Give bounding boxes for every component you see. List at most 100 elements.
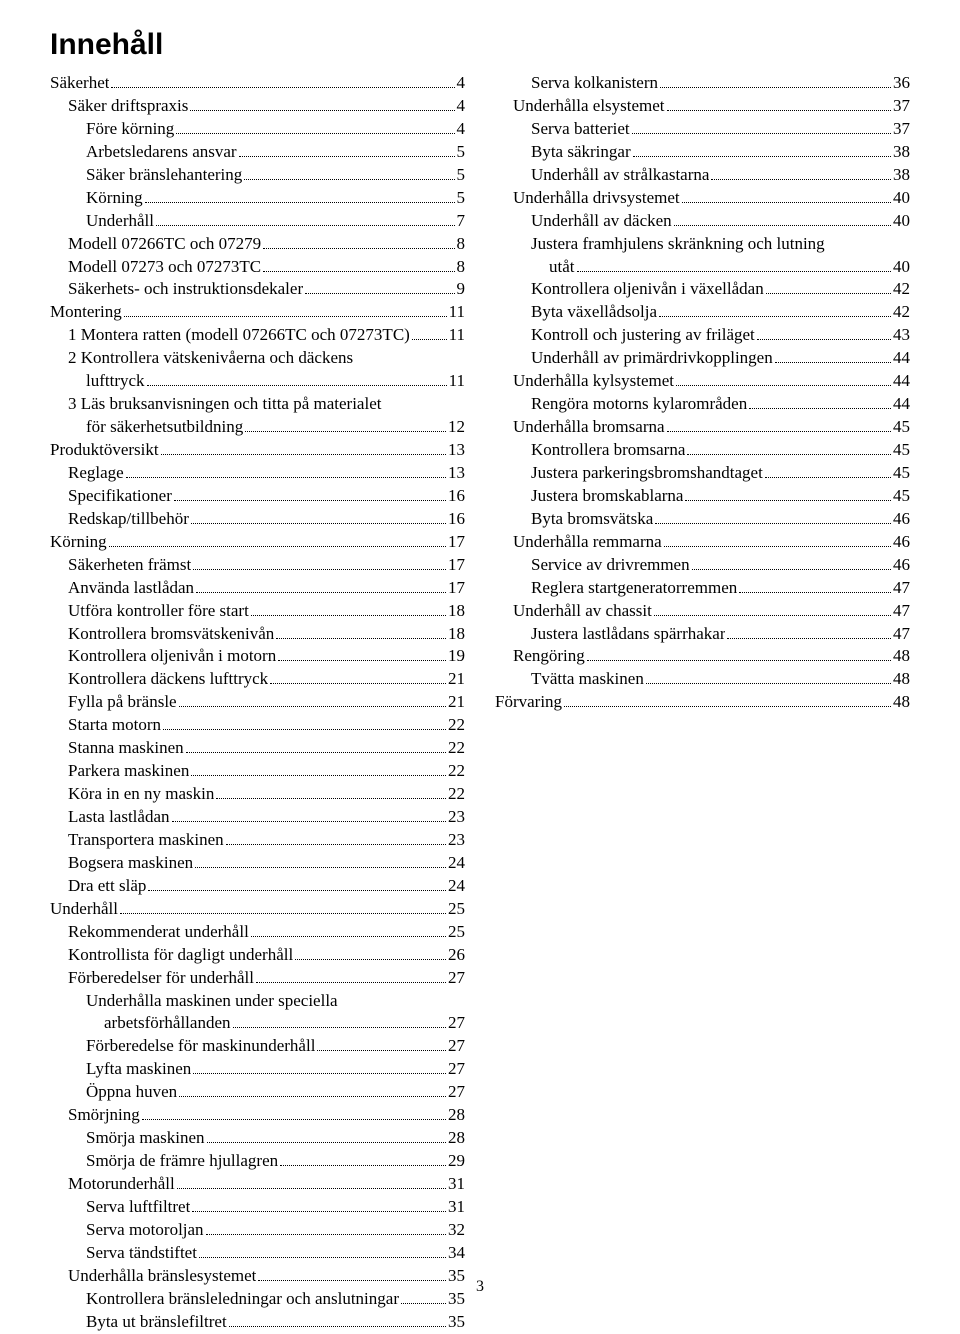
toc-page: 45	[893, 416, 910, 439]
toc-entry: Underhåll av chassit47	[495, 600, 910, 623]
toc-leader	[564, 706, 891, 707]
toc-page: 11	[449, 370, 465, 393]
toc-title-line: Underhålla maskinen under speciella	[86, 990, 465, 1013]
toc-title: Serva tändstiftet	[86, 1242, 197, 1265]
toc-heading: Innehåll	[50, 28, 910, 62]
toc-page: 40	[893, 187, 910, 210]
toc-leader	[654, 615, 891, 616]
toc-entry: 3 Läs bruksanvisningen och titta på mate…	[50, 393, 465, 439]
toc-entry: Rekommenderat underhåll25	[50, 921, 465, 944]
toc-entry: Serva luftfiltret31	[50, 1196, 465, 1219]
toc-title: 1 Montera ratten (modell 07266TC och 072…	[68, 324, 410, 347]
toc-title: Fylla på bränsle	[68, 691, 177, 714]
toc-page: 35	[448, 1311, 465, 1334]
toc-leader	[126, 477, 446, 478]
toc-title: Förberedelser för underhåll	[68, 967, 254, 990]
toc-page: 38	[893, 141, 910, 164]
toc-entry: Utföra kontroller före start 18	[50, 600, 465, 623]
toc-title: Smörja maskinen	[86, 1127, 205, 1150]
toc-title: Säker driftspraxis	[68, 95, 188, 118]
toc-leader	[233, 1027, 447, 1028]
toc-leader	[766, 293, 891, 294]
toc-leader	[632, 133, 891, 134]
toc-leader	[199, 1257, 446, 1258]
toc-title: lufttryck	[86, 370, 145, 393]
toc-leader	[757, 339, 891, 340]
toc-leader	[270, 683, 446, 684]
toc-entry: Byta växellådsolja42	[495, 301, 910, 324]
toc-page: 44	[893, 393, 910, 416]
toc-title: Justera parkeringsbromshandtaget	[531, 462, 763, 485]
toc-page: 8	[457, 256, 466, 279]
toc-leader	[192, 1211, 446, 1212]
toc-entry: Kontroll och justering av friläget43	[495, 324, 910, 347]
toc-entry: Körning17	[50, 531, 465, 554]
toc-title: Stanna maskinen	[68, 737, 184, 760]
toc-leader	[749, 408, 891, 409]
toc-title: Byta ut bränslefiltret	[86, 1311, 227, 1334]
toc-leader	[148, 890, 446, 891]
toc-page: 28	[448, 1104, 465, 1127]
toc-page: 47	[893, 600, 910, 623]
toc-entry: Lyfta maskinen27	[50, 1058, 465, 1081]
toc-entry: Kontrollera oljenivån i växellådan42	[495, 278, 910, 301]
toc-leader	[676, 385, 891, 386]
toc-title: Starta motorn	[68, 714, 161, 737]
toc-leader	[191, 775, 446, 776]
toc-leader	[667, 110, 891, 111]
toc-title: Motorunderhåll	[68, 1173, 175, 1196]
toc-entry: Motorunderhåll31	[50, 1173, 465, 1196]
toc-leader	[111, 87, 454, 88]
toc-title-continuation: för säkerhetsutbildning12	[68, 416, 465, 439]
toc-leader	[174, 500, 446, 501]
toc-leader	[229, 1326, 446, 1327]
toc-leader	[685, 500, 891, 501]
toc-entry: Tvätta maskinen48	[495, 668, 910, 691]
toc-leader	[156, 225, 455, 226]
toc-title: Utföra kontroller före start	[68, 600, 249, 623]
toc-entry: Dra ett släp24	[50, 875, 465, 898]
toc-entry: Underhålla elsystemet37	[495, 95, 910, 118]
toc-page: 7	[457, 210, 466, 233]
toc-title: utåt	[549, 256, 575, 279]
toc-title: Köra in en ny maskin	[68, 783, 214, 806]
toc-entry: 1 Montera ratten (modell 07266TC och 072…	[50, 324, 465, 347]
toc-page: 17	[448, 531, 465, 554]
toc-page: 24	[448, 852, 465, 875]
toc-title: Lyfta maskinen	[86, 1058, 191, 1081]
toc-entry: Säker driftspraxis4	[50, 95, 465, 118]
toc-entry: Säkerheten främst17	[50, 554, 465, 577]
toc-leader	[775, 362, 891, 363]
toc-leader	[664, 546, 891, 547]
toc-title: Kontrollera oljenivån i växellådan	[531, 278, 764, 301]
toc-entry: Rengöra motorns kylarområden44	[495, 393, 910, 416]
toc-leader	[659, 316, 891, 317]
toc-title: Serva motoroljan	[86, 1219, 204, 1242]
toc-title: Öppna huven	[86, 1081, 177, 1104]
toc-entry: Kontrollera bromsvätskenivån18	[50, 623, 465, 646]
toc-title: Reglera startgeneratorremmen	[531, 577, 737, 600]
toc-entry: Parkera maskinen22	[50, 760, 465, 783]
toc-page: 16	[448, 485, 465, 508]
toc-entry: Underhålla bromsarna45	[495, 416, 910, 439]
toc-leader	[687, 454, 891, 455]
toc-entry: Starta motorn22	[50, 714, 465, 737]
toc-entry: Produktöversikt13	[50, 439, 465, 462]
toc-leader	[655, 523, 891, 524]
toc-page: 38	[893, 164, 910, 187]
toc-title: Byta bromsvätska	[531, 508, 653, 531]
toc-page: 18	[448, 600, 465, 623]
toc-title: Service av drivremmen	[531, 554, 690, 577]
toc-entry: Reglera startgeneratorremmen47	[495, 577, 910, 600]
toc-leader	[177, 1188, 446, 1189]
toc-leader	[667, 431, 891, 432]
toc-entry: Underhålla maskinen under speciellaarbet…	[50, 990, 465, 1036]
toc-title: Kontrollista för dagligt underhåll	[68, 944, 293, 967]
toc-entry: Kontrollera däckens lufttryck21	[50, 668, 465, 691]
toc-title: Körning	[86, 187, 143, 210]
toc-page: 44	[893, 370, 910, 393]
toc-title: Byta växellådsolja	[531, 301, 657, 324]
toc-title-continuation: utåt40	[531, 256, 910, 279]
toc-leader	[147, 385, 447, 386]
toc-leader	[145, 202, 455, 203]
